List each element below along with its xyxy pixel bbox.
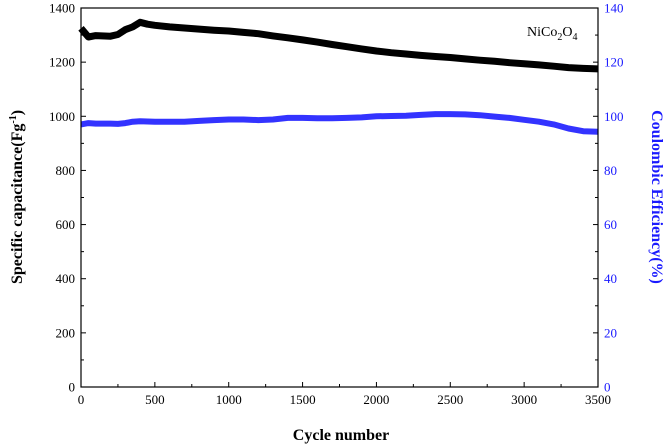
y-left-tick-label: 200 <box>56 325 76 340</box>
annotation-mid: O <box>562 25 572 40</box>
x-tick-label: 1000 <box>216 392 242 407</box>
x-tick-label: 2500 <box>437 392 463 407</box>
series-capacitance-line <box>78 18 599 73</box>
y-left-tick-label: 600 <box>56 217 76 232</box>
x-tick-label: 3000 <box>511 392 537 407</box>
y-left-tick-label: 1400 <box>49 1 75 16</box>
y-left-tick-label: 0 <box>69 380 76 395</box>
y-left-tick-label: 1000 <box>49 109 75 124</box>
annotation-sub2: 4 <box>572 32 577 43</box>
annotation-sub1: 2 <box>557 32 562 43</box>
y-left-label-main: Specific capacitance(Fg <box>9 124 26 284</box>
series-efficiency-line <box>80 111 599 135</box>
tick-labels: 0 500 1000 1500 2000 2500 3000 3500020040060080… <box>49 1 624 408</box>
y-right-tick-label: 0 <box>604 380 611 395</box>
y-right-tick-label: 40 <box>604 271 617 286</box>
y-left-tick-label: 400 <box>56 271 76 286</box>
y-right-tick-label: 140 <box>604 1 624 16</box>
x-axis-label: Cycle number <box>293 427 389 444</box>
series-layer <box>78 18 599 135</box>
plot-frame <box>80 7 599 388</box>
x-tick-label: 0 <box>78 392 85 407</box>
x-tick-label: 3500 <box>585 392 611 407</box>
y-left-label-tail: ) <box>9 110 26 115</box>
y-axis-right-label: Coulombic Efficiency(%) <box>648 110 665 284</box>
material-annotation: NiCo2O4 <box>527 25 577 43</box>
y-left-tick-label: 800 <box>56 163 76 178</box>
y-right-tick-label: 80 <box>604 163 617 178</box>
y-axis-left-label: Specific capacitance(Fg-1) <box>8 110 26 284</box>
y-right-tick-label: 60 <box>604 217 617 232</box>
y-left-tick-label: 1200 <box>49 55 75 70</box>
y-right-tick-label: 20 <box>604 325 617 340</box>
x-tick-label: 1500 <box>290 392 316 407</box>
y-left-label-sup: -1 <box>8 115 19 123</box>
y-right-tick-label: 100 <box>604 109 624 124</box>
x-tick-label: 2000 <box>363 392 389 407</box>
x-tick-label: 500 <box>145 392 165 407</box>
y-right-tick-label: 120 <box>604 55 624 70</box>
annotation-base: NiCo <box>527 25 557 40</box>
